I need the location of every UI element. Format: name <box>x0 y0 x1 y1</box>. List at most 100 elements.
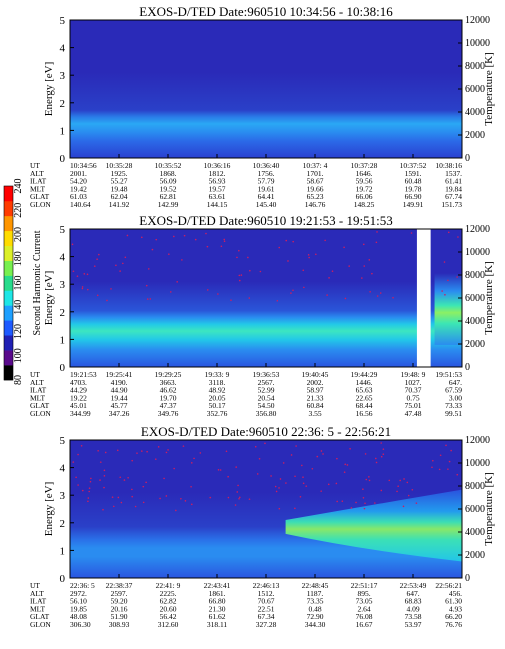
noise-dot <box>264 442 266 445</box>
table-cell: 48.08 <box>70 612 87 621</box>
noise-dot <box>368 479 371 482</box>
noise-dot <box>275 490 278 493</box>
noise-dot <box>103 486 105 489</box>
table-cell: 44.90 <box>111 386 128 395</box>
table-cell: 19:21:53 <box>70 370 97 379</box>
noise-dot <box>307 254 310 256</box>
noise-dot <box>362 488 364 490</box>
table-cell: 19.48 <box>111 184 128 193</box>
noise-dot <box>72 461 75 463</box>
y2-tick-label: 2000 <box>465 550 485 561</box>
noise-dot <box>190 503 193 506</box>
noise-dot <box>131 488 133 491</box>
table-cell: 58.67 <box>307 177 324 186</box>
row-label-glon: GLON <box>30 409 51 418</box>
noise-dot <box>327 483 330 486</box>
noise-dot <box>124 256 127 259</box>
noise-dot <box>439 454 442 457</box>
table-cell: 22:56:21 <box>435 581 462 590</box>
table-cell: 46.62 <box>160 386 177 395</box>
table-cell: 3.55 <box>308 409 321 418</box>
noise-dot <box>341 500 344 503</box>
noise-dot <box>388 479 391 482</box>
table-cell: 56.42 <box>160 612 177 621</box>
table-cell: 57.79 <box>258 177 275 186</box>
table-cell: 318.11 <box>207 620 228 629</box>
noise-dot <box>223 240 226 243</box>
noise-dot <box>76 275 79 277</box>
table-cell: 141.92 <box>109 200 130 209</box>
noise-dot <box>456 473 459 476</box>
table-cell: 19.52 <box>160 184 177 193</box>
row-label-glat: GLAT <box>30 401 50 410</box>
noise-dot <box>364 453 367 455</box>
table-cell: 151.73 <box>441 200 462 209</box>
row-label-alt: ALT <box>30 589 44 598</box>
y-tick-label: 0 <box>60 362 66 374</box>
row-label-ut: UT <box>30 161 40 170</box>
y2-tick-label: 12000 <box>465 435 490 446</box>
table-cell: 4.09 <box>406 604 419 613</box>
panel-2: EXOS-D/TED Date:960510 19:21:53 - 19:51:… <box>30 213 495 418</box>
colorbar-swatch <box>4 186 13 202</box>
noise-dot <box>402 505 405 508</box>
noise-dot <box>146 298 149 300</box>
noise-dot <box>83 273 86 275</box>
noise-dot <box>279 478 282 480</box>
table-cell: 22:48:45 <box>302 581 329 590</box>
noise-dot <box>122 262 124 265</box>
y2-tick-label: 0 <box>465 362 470 373</box>
table-cell: 20.05 <box>209 393 226 402</box>
noise-dot <box>336 500 338 503</box>
noise-dot <box>237 484 239 487</box>
table-cell: 3.00 <box>449 393 462 402</box>
noise-dot <box>154 458 157 460</box>
table-cell: 10:36:40 <box>253 161 280 170</box>
table-cell: 76.76 <box>445 620 462 629</box>
y-tick-label: 2 <box>60 518 66 530</box>
table-cell: 19.70 <box>160 393 177 402</box>
table-cell: 66.20 <box>445 612 462 621</box>
noise-dot <box>141 236 143 239</box>
noise-dot <box>344 297 347 300</box>
noise-dot <box>235 466 238 468</box>
table-cell: 54.50 <box>258 401 275 410</box>
panel-title: EXOS-D/TED Date:960510 10:34:56 - 10:38:… <box>139 4 393 19</box>
y2-tick-label: 6000 <box>465 84 485 95</box>
noise-dot <box>81 287 84 290</box>
table-cell: 4.93 <box>449 604 462 613</box>
noise-dot <box>278 246 281 249</box>
noise-dot <box>96 258 98 261</box>
table-cell: 10:36:16 <box>204 161 231 170</box>
y2-axis-label: Temperature [K] <box>483 261 495 334</box>
noise-dot <box>258 457 261 460</box>
noise-dot <box>181 259 183 261</box>
noise-dot <box>403 478 405 480</box>
noise-dot <box>217 469 220 471</box>
table-cell: 70.67 <box>258 597 275 606</box>
noise-dot <box>294 507 296 510</box>
table-cell: 22:43:41 <box>204 581 231 590</box>
y-tick-label: 4 <box>60 252 66 264</box>
table-cell: 10:37:52 <box>400 161 427 170</box>
table-cell: 61.03 <box>70 192 87 201</box>
noise-dot <box>98 253 100 256</box>
table-cell: 19.84 <box>445 184 462 193</box>
y-tick-label: 1 <box>60 125 66 137</box>
table-cell: 60.84 <box>307 401 324 410</box>
noise-dot <box>331 270 334 272</box>
noise-dot <box>206 289 209 291</box>
table-cell: 22:36: 5 <box>70 581 95 590</box>
noise-dot <box>447 468 449 470</box>
noise-dot <box>145 481 147 484</box>
colorbar-tick-label: 160 <box>13 276 24 291</box>
noise-dot <box>99 479 101 481</box>
noise-dot <box>145 284 148 287</box>
noise-dot <box>81 489 84 492</box>
table-cell: 72.90 <box>307 612 324 621</box>
noise-dot <box>371 272 373 275</box>
colorbar-tick-label: 100 <box>13 348 24 363</box>
noise-dot <box>86 288 89 291</box>
noise-dot <box>374 502 376 504</box>
colorbar-swatch <box>4 260 13 276</box>
